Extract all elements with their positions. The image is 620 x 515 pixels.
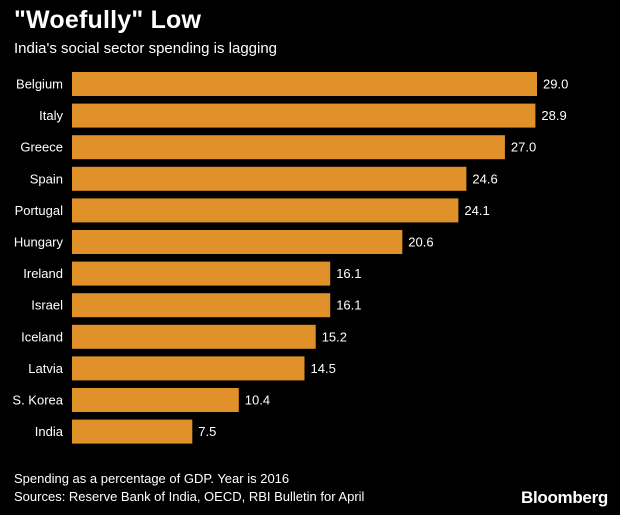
bar-belgium (72, 72, 537, 96)
category-label: Italy (39, 108, 63, 123)
value-label: 16.1 (336, 266, 361, 281)
chart-subtitle: India's social sector spending is laggin… (14, 40, 278, 57)
value-label: 16.1 (336, 298, 361, 313)
category-label: Belgium (16, 77, 63, 92)
category-label: Spain (30, 171, 63, 186)
value-label: 24.6 (472, 171, 497, 186)
chart-source: Sources: Reserve Bank of India, OECD, RB… (14, 489, 365, 504)
bar-india (72, 419, 193, 444)
value-label: 20.6 (408, 235, 433, 250)
chart-title: "Woefully" Low (14, 6, 202, 34)
bar-latvia (72, 356, 305, 381)
value-label: 14.5 (311, 361, 336, 376)
category-label: Israel (31, 298, 63, 313)
category-label: India (35, 424, 64, 439)
bar-italy (72, 103, 536, 128)
bloomberg-logo: Bloomberg (520, 488, 608, 507)
value-label: 27.0 (511, 140, 536, 155)
bar-hungary (72, 230, 403, 254)
category-label: Greece (20, 140, 63, 155)
bar-chart: Belgium 29.0 Italy 28.9 Greece 27.0 Spain 24.6 P… (12, 72, 568, 444)
value-label: 10.4 (245, 393, 270, 408)
category-label: Portugal (15, 203, 64, 218)
bar-israel (72, 293, 331, 318)
chart-note: Spending as a percentage of GDP. Year is… (14, 471, 290, 486)
value-label: 24.1 (464, 203, 489, 218)
category-label: Hungary (14, 235, 64, 250)
bar-ireland (72, 261, 331, 286)
value-label: 15.2 (322, 329, 347, 344)
bar-s-korea (72, 388, 239, 412)
bar-spain (72, 166, 467, 191)
category-label: S. Korea (12, 393, 63, 408)
category-label: Ireland (23, 266, 63, 281)
category-label: Iceland (21, 329, 63, 344)
bar-greece (72, 135, 505, 160)
value-label: 29.0 (543, 77, 568, 92)
value-label: 28.9 (541, 108, 566, 123)
category-label: Latvia (28, 361, 63, 376)
value-label: 7.5 (198, 424, 216, 439)
bar-portugal (72, 198, 459, 223)
bar-iceland (72, 324, 316, 349)
